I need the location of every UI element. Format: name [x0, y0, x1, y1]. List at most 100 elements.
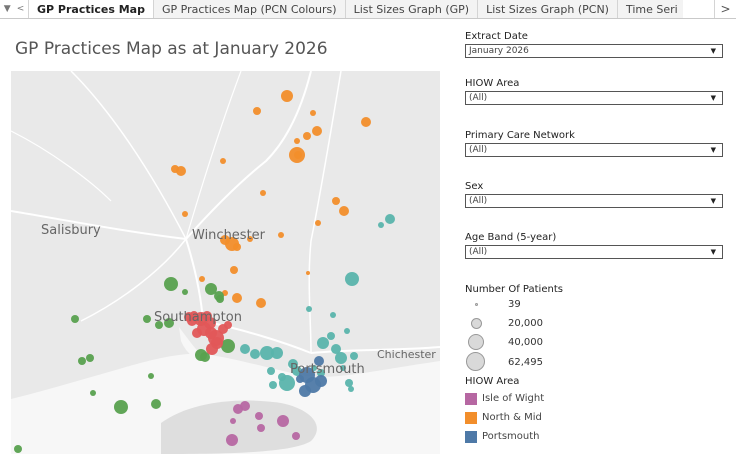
practice-dot[interactable] — [345, 272, 359, 286]
practice-dot[interactable] — [230, 418, 236, 424]
map[interactable]: Salisbury Winchester Southampton Chiches… — [11, 71, 440, 454]
practice-dot[interactable] — [294, 138, 300, 144]
practice-dot[interactable] — [279, 375, 295, 391]
tab-gp-practices-map-pcn[interactable]: GP Practices Map (PCN Colours) — [152, 0, 345, 18]
practice-dot[interactable] — [339, 206, 349, 216]
practice-dot[interactable] — [255, 412, 263, 420]
primary-care-network-dropdown[interactable]: (All) ▼ — [465, 143, 723, 157]
practice-dot[interactable] — [220, 158, 226, 164]
practice-dot[interactable] — [240, 401, 250, 411]
practice-dot[interactable] — [306, 306, 312, 312]
practice-dot[interactable] — [315, 375, 327, 387]
practice-dot[interactable] — [271, 347, 283, 359]
practice-dot[interactable] — [312, 126, 322, 136]
practice-dot[interactable] — [327, 332, 335, 340]
practice-dot[interactable] — [171, 165, 179, 173]
practice-dot[interactable] — [216, 295, 224, 303]
practice-dot[interactable] — [256, 298, 266, 308]
practice-dot[interactable] — [90, 390, 96, 396]
age-band-dropdown[interactable]: (All) ▼ — [465, 245, 723, 259]
practice-dot[interactable] — [340, 365, 346, 371]
practice-dot[interactable] — [78, 357, 86, 365]
practice-dot[interactable] — [148, 373, 154, 379]
practice-dot[interactable] — [361, 117, 371, 127]
practice-dot[interactable] — [247, 236, 253, 242]
tab-time-series[interactable]: Time Seri — [616, 0, 683, 18]
practice-dot[interactable] — [278, 232, 284, 238]
practice-dot[interactable] — [205, 283, 217, 295]
practice-dot[interactable] — [206, 343, 218, 355]
practice-dot[interactable] — [317, 369, 325, 377]
tab-list-sizes-gp[interactable]: List Sizes Graph (GP) — [344, 0, 478, 18]
practice-dot[interactable] — [345, 379, 353, 387]
practice-dot[interactable] — [155, 321, 163, 329]
legend-item-isle-of-wight[interactable]: Isle of Wight — [465, 389, 730, 408]
practice-dot[interactable] — [306, 271, 310, 275]
practice-dot[interactable] — [221, 339, 235, 353]
practice-dot[interactable] — [220, 235, 230, 245]
practice-dot[interactable] — [164, 318, 174, 328]
practice-dot[interactable] — [335, 352, 347, 364]
practice-dot[interactable] — [332, 197, 340, 205]
practice-dot[interactable] — [182, 211, 188, 217]
practice-dot[interactable] — [344, 328, 350, 334]
tab-menu-icon[interactable]: ▼ — [3, 4, 11, 14]
practice-dot[interactable] — [288, 359, 298, 369]
practice-dot[interactable] — [292, 432, 300, 440]
practice-dot[interactable] — [315, 220, 321, 226]
practice-dots[interactable] — [14, 90, 395, 453]
size-legend-value: 62,495 — [508, 357, 543, 368]
practice-dot[interactable] — [281, 90, 293, 102]
practice-dot[interactable] — [385, 214, 395, 224]
tab-gp-practices-map[interactable]: GP Practices Map — [28, 0, 153, 18]
practice-dot[interactable] — [331, 344, 341, 354]
practice-dot[interactable] — [260, 190, 266, 196]
practice-dot[interactable] — [296, 375, 304, 383]
practice-dot[interactable] — [310, 110, 316, 116]
practice-dot[interactable] — [267, 367, 275, 375]
practice-dot[interactable] — [114, 400, 128, 414]
legend-item-north-mid[interactable]: North & Mid — [465, 408, 730, 427]
practice-dot[interactable] — [314, 356, 324, 366]
practice-dot[interactable] — [143, 315, 151, 323]
hiow-area-dropdown[interactable]: (All) ▼ — [465, 91, 723, 105]
practice-dot[interactable] — [226, 434, 238, 446]
practice-dot[interactable] — [330, 312, 336, 318]
practice-dot[interactable] — [192, 328, 202, 338]
practice-dot[interactable] — [71, 315, 79, 323]
practice-dot[interactable] — [277, 415, 289, 427]
practice-dot[interactable] — [240, 344, 250, 354]
practice-dot[interactable] — [14, 445, 22, 453]
tab-prev-icon[interactable]: < — [16, 4, 25, 14]
practice-dot[interactable] — [269, 381, 277, 389]
filter-label: Extract Date — [465, 31, 528, 42]
filter-label: HIOW Area — [465, 78, 520, 89]
practice-dot[interactable] — [250, 349, 260, 359]
practice-dot[interactable] — [151, 399, 161, 409]
practice-dot[interactable] — [199, 276, 205, 282]
practice-dot[interactable] — [224, 321, 232, 329]
practice-dot[interactable] — [232, 293, 242, 303]
practice-dot[interactable] — [164, 277, 178, 291]
practice-dot[interactable] — [86, 354, 94, 362]
practice-dot[interactable] — [182, 289, 188, 295]
sex-dropdown[interactable]: (All) ▼ — [465, 194, 723, 208]
tab-next-icon[interactable]: > — [714, 0, 736, 18]
practice-dot[interactable] — [350, 352, 358, 360]
practice-dot[interactable] — [378, 222, 384, 228]
tab-list-sizes-pcn[interactable]: List Sizes Graph (PCN) — [477, 0, 617, 18]
practice-dot[interactable] — [253, 107, 261, 115]
extract-date-dropdown[interactable]: January 2026 ▼ — [465, 44, 723, 58]
practice-dot[interactable] — [317, 337, 329, 349]
practice-dot[interactable] — [348, 386, 354, 392]
practice-dot[interactable] — [299, 385, 311, 397]
practice-dot[interactable] — [200, 352, 210, 362]
practice-dot[interactable] — [184, 312, 194, 322]
legend-item-portsmouth[interactable]: Portsmouth — [465, 427, 730, 446]
practice-dot[interactable] — [233, 243, 241, 251]
practice-dot[interactable] — [260, 346, 274, 360]
practice-dot[interactable] — [289, 147, 305, 163]
practice-dot[interactable] — [230, 266, 238, 274]
practice-dot[interactable] — [303, 132, 311, 140]
practice-dot[interactable] — [257, 424, 265, 432]
